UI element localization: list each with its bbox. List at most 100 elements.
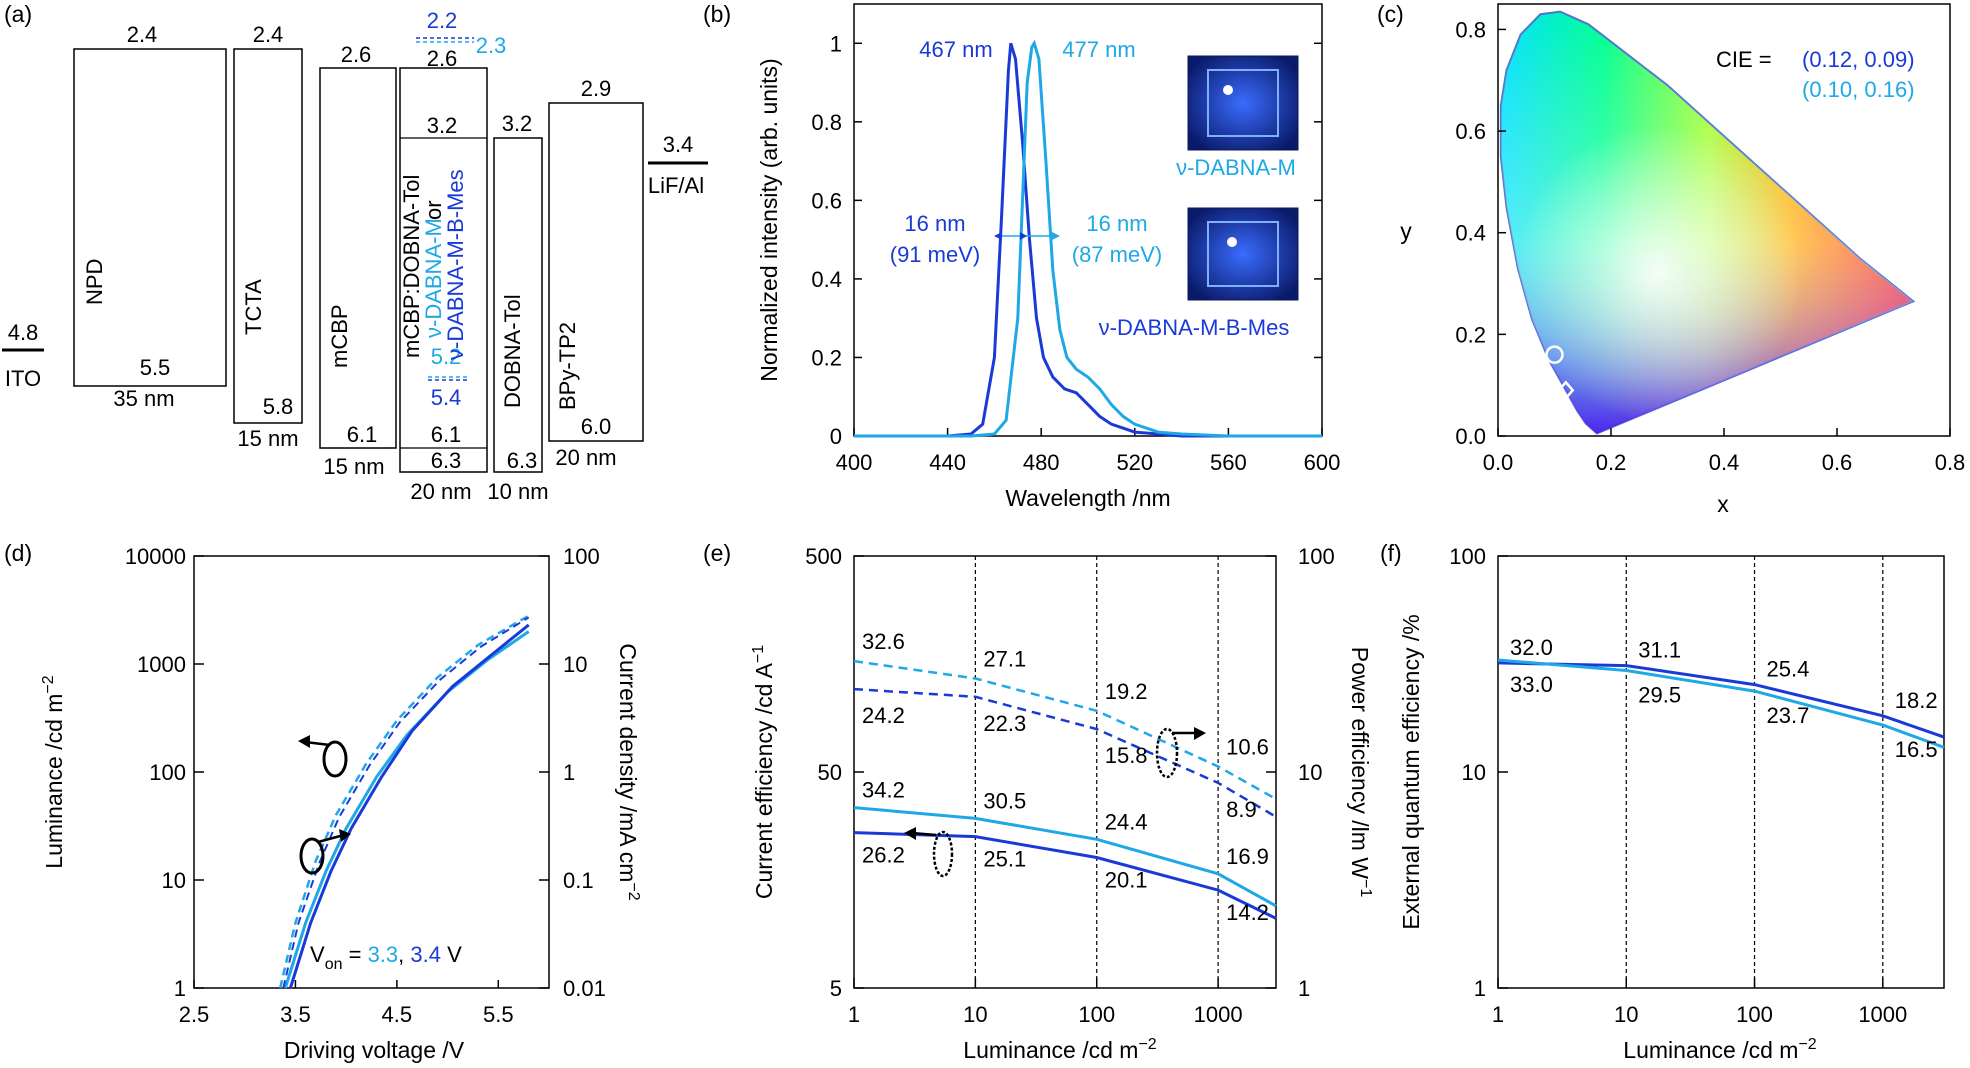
spectra-xtick-label: 440 bbox=[929, 450, 966, 475]
pe-indicator-ellipse bbox=[1155, 727, 1179, 779]
eqe-dark-value: 18.2 bbox=[1895, 688, 1938, 713]
efficiency-xtick-label: 100 bbox=[1078, 1002, 1115, 1027]
device-photo-dark-frame bbox=[1187, 207, 1299, 301]
efficiency-ytick-left-label: 500 bbox=[805, 544, 842, 569]
ljv-chart: 2.5 3.5 4.5 5.5 1 10 100 1000 10000 0.01 0.1 1 10 1… bbox=[40, 544, 642, 1063]
fwhm-light-line2: (87 meV) bbox=[1072, 242, 1162, 267]
von-v: V bbox=[310, 942, 325, 967]
efficiency-chart: 1 10 100 1000 5 50 500 1 10 100 34.2 30.5 24.4 16.… bbox=[750, 544, 1374, 1063]
ljv-ylabel-left: Luminance /cd m−2 bbox=[40, 675, 67, 868]
von-sep: , bbox=[398, 942, 410, 967]
eml-dopant-homo-dark: 5.4 bbox=[431, 385, 462, 410]
ce-dark-value: 26.2 bbox=[862, 843, 905, 868]
cie-light-coords: (0.10, 0.16) bbox=[1802, 77, 1915, 102]
ljv-luminance-dark-line bbox=[288, 623, 530, 989]
pe-dark-value: 24.2 bbox=[862, 703, 905, 728]
eqe-light-value: 16.5 bbox=[1895, 737, 1938, 762]
spectra-xtick-label: 560 bbox=[1210, 450, 1247, 475]
ljv-left-arrowhead bbox=[298, 735, 310, 748]
mcbp-box bbox=[319, 67, 397, 449]
tcta-name: TCTA bbox=[241, 279, 266, 335]
photo-bottom-label: ν-DABNA-M-B-Mes bbox=[1099, 315, 1290, 340]
cie-xtick-label: 0.2 bbox=[1596, 450, 1627, 475]
ljv-current-indicator-ellipse bbox=[322, 740, 348, 778]
panel-label-c: (c) bbox=[1377, 1, 1404, 27]
bpy-lumo: 2.9 bbox=[581, 76, 612, 101]
fwhm-arrowhead-left bbox=[994, 232, 1002, 240]
npd-homo: 5.5 bbox=[140, 355, 171, 380]
dobna-box bbox=[493, 137, 543, 473]
lifal-level-value: 3.4 bbox=[663, 132, 694, 157]
ljv-ytick-right-label: 1 bbox=[563, 760, 575, 785]
cie-xtick-label: 0.0 bbox=[1483, 450, 1514, 475]
eqe-light-line bbox=[1497, 658, 1945, 749]
ljv-current-dark-line bbox=[282, 616, 530, 989]
ljv-luminance-indicator-ellipse bbox=[299, 837, 325, 875]
mcbp-homo: 6.1 bbox=[347, 422, 378, 447]
pe-right-arrowhead bbox=[1194, 727, 1206, 740]
eml-inner-lumo: 3.2 bbox=[427, 113, 458, 138]
mcbp-thickness: 15 nm bbox=[323, 454, 384, 479]
cie-ytick-label: 0.6 bbox=[1455, 119, 1486, 144]
device-photo-dark bbox=[1187, 207, 1299, 301]
efficiency-xtick-label: 10 bbox=[963, 1002, 987, 1027]
spectra-ytick-label: 0.4 bbox=[811, 267, 842, 292]
ljv-ylabel-right-text: Current density /mA cm bbox=[615, 643, 641, 882]
ljv-ytick-right-label: 0.01 bbox=[563, 976, 606, 1001]
device-photo-dark-pixel bbox=[1207, 221, 1279, 287]
ljv-ytick-right-label: 0.1 bbox=[563, 868, 594, 893]
lifal-name: LiF/Al bbox=[648, 173, 704, 198]
efficiency-ylabel-right: Power efficiency /lm W−1 bbox=[1347, 647, 1374, 898]
cie-point-diamond bbox=[1557, 380, 1575, 401]
spectrum-light-line bbox=[854, 39, 1322, 438]
eqe-xtick-label: 1 bbox=[1492, 1002, 1504, 1027]
eml-dopant-line1: ν-DABNA-M or bbox=[421, 200, 446, 338]
dobna-homo: 6.3 bbox=[507, 448, 538, 473]
peak-light-label: 477 nm bbox=[1062, 37, 1135, 62]
eml-dopant-lumo-light: 2.3 bbox=[476, 33, 507, 58]
efficiency-ytick-left-label: 5 bbox=[830, 976, 842, 1001]
von-sub: on bbox=[325, 956, 343, 973]
panel-label-f: (f) bbox=[1380, 540, 1402, 566]
panel-label-d: (d) bbox=[4, 540, 32, 566]
von-light: 3.3 bbox=[368, 942, 399, 967]
efficiency-ylabel-left-text: Current efficiency /cd A bbox=[751, 662, 777, 899]
eml-homo: 6.3 bbox=[431, 448, 462, 473]
cie-gamut-white bbox=[1500, 11, 1914, 434]
ljv-ytick-left-label: 10 bbox=[162, 868, 186, 893]
ljv-ytick-left-label: 1000 bbox=[137, 652, 186, 677]
efficiency-xtick-label: 1 bbox=[848, 1002, 860, 1027]
efficiency-ylabel-left: Current efficiency /cd A−1 bbox=[750, 645, 777, 899]
cie-ytick-label: 0.2 bbox=[1455, 322, 1486, 347]
cie-point-circle bbox=[1545, 345, 1564, 364]
bpy-name: BPy-TP2 bbox=[555, 322, 580, 410]
spectra-ytick-label: 0.6 bbox=[811, 188, 842, 213]
cie-chart: 0.0 0.2 0.4 0.6 0.8 0.0 0.2 0.4 0.6 0.8 x y CIE … bbox=[1400, 3, 1965, 517]
von-label: Von = 3.3, 3.4 V bbox=[310, 942, 462, 973]
bpy-homo: 6.0 bbox=[581, 414, 612, 439]
spectra-ytick-label: 1 bbox=[830, 31, 842, 56]
ce-left-arrowhead bbox=[904, 827, 916, 840]
dobna-thickness: 10 nm bbox=[487, 479, 548, 504]
efficiency-ylabel-right-sup: −1 bbox=[1357, 879, 1374, 897]
eml-inner-homo: 6.1 bbox=[431, 422, 462, 447]
eqe-light-value: 23.7 bbox=[1767, 703, 1810, 728]
fwhm-dark-line1: 16 nm bbox=[904, 211, 965, 236]
pe-dark-line bbox=[853, 687, 1277, 818]
npd-lumo: 2.4 bbox=[127, 22, 158, 47]
device-photo-light bbox=[1187, 55, 1299, 151]
ljv-xlabel: Driving voltage /V bbox=[284, 1037, 465, 1063]
spectrum-dark-line bbox=[854, 42, 1322, 438]
device-photo-light-frame bbox=[1187, 55, 1299, 151]
pe-light-value: 19.2 bbox=[1105, 679, 1148, 704]
dobna-lumo: 3.2 bbox=[502, 111, 533, 136]
tcta-homo: 5.8 bbox=[263, 394, 294, 419]
cie-ytick-label: 0.8 bbox=[1455, 17, 1486, 42]
eqe-ytick-label: 1 bbox=[1474, 976, 1486, 1001]
npd-thickness: 35 nm bbox=[113, 386, 174, 411]
eml-dopant-homo-light: 5.2 bbox=[431, 344, 462, 369]
eqe-frame bbox=[1497, 555, 1945, 989]
eml-host-lumo: 2.6 bbox=[427, 46, 458, 71]
eml-dopant-lumo-dark: 2.2 bbox=[427, 8, 458, 33]
cie-xtick-label: 0.4 bbox=[1709, 450, 1740, 475]
